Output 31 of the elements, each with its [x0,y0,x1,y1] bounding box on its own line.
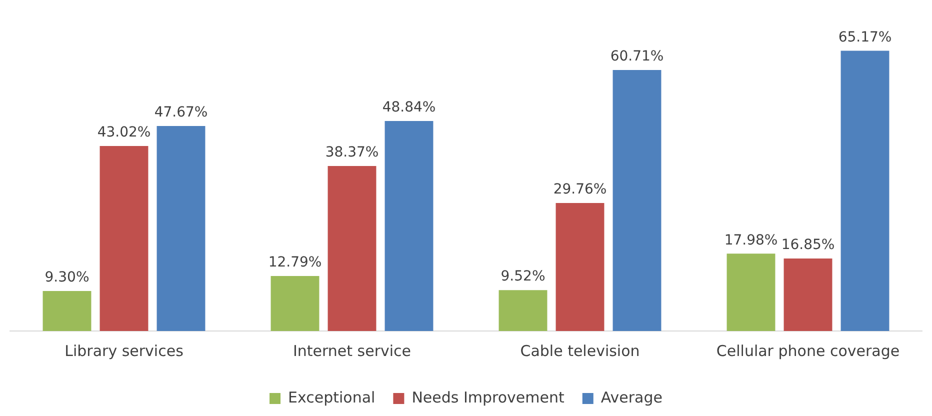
bar [42,291,92,331]
data-label: 16.85% [781,237,835,254]
bar [100,146,148,331]
x-tick-label: Cable television [520,342,640,360]
x-tick-label: Cellular phone coverage [716,342,900,360]
data-label: 38.37% [325,144,379,161]
data-label: 29.76% [553,182,607,198]
bar [840,50,890,331]
legend-label: Average [600,388,662,406]
bar [784,258,832,331]
legend-label: Needs Improvement [412,388,565,406]
bar [384,120,434,331]
bar [328,166,376,331]
data-label: 9.30% [44,270,90,286]
x-tick-label: Library services [64,342,184,360]
bar [556,203,604,331]
bar [498,290,548,331]
bar [270,276,320,331]
data-label: 12.79% [268,254,322,271]
data-label: 65.17% [838,29,892,46]
data-label: 9.52% [500,268,546,285]
data-label: 48.84% [382,100,436,116]
bar [726,254,776,331]
data-label: 47.67% [154,104,208,121]
data-label: 60.71% [610,48,664,65]
data-label: 43.02% [97,124,151,141]
x-tick-label: Internet service [292,342,412,360]
legend-label: Exceptional [288,388,376,406]
bar [612,70,662,331]
data-label: 17.98% [724,232,778,248]
bar [156,126,206,331]
